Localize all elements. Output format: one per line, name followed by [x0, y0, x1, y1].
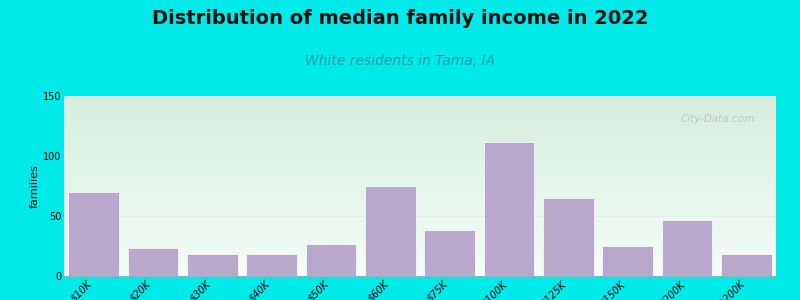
Text: Distribution of median family income in 2022: Distribution of median family income in … — [152, 9, 648, 28]
Bar — [128, 248, 178, 276]
Bar — [662, 220, 712, 276]
Text: White residents in Tama, IA: White residents in Tama, IA — [305, 54, 495, 68]
Bar — [246, 254, 297, 276]
Bar — [543, 198, 594, 276]
Bar — [425, 230, 475, 276]
Text: City-Data.com: City-Data.com — [681, 114, 754, 124]
Bar — [721, 254, 771, 276]
Y-axis label: families: families — [30, 164, 40, 208]
Bar — [306, 244, 356, 276]
Bar — [69, 192, 119, 276]
Bar — [365, 186, 415, 276]
Bar — [187, 254, 238, 276]
Bar — [602, 246, 653, 276]
Bar — [484, 142, 534, 276]
